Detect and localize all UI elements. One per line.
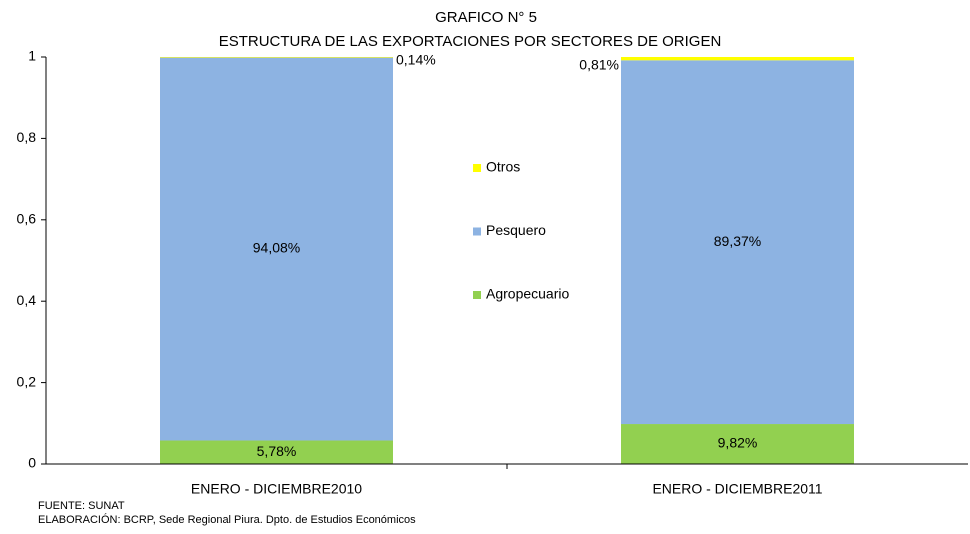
chart-title: GRAFICO N° 5: [435, 9, 537, 26]
y-tick-label: 0,8: [17, 129, 37, 145]
bar-segment: [160, 440, 393, 464]
data-label: 89,37%: [714, 233, 761, 249]
legend-label: Otros: [486, 159, 520, 175]
data-label: 0,14%: [396, 52, 436, 68]
y-tick-label: 0,6: [17, 211, 37, 227]
data-label: 5,78%: [257, 443, 297, 459]
bar-segment: [621, 57, 854, 61]
legend-label: Pesquero: [486, 222, 546, 238]
chart-subtitle: ESTRUCTURA DE LAS EXPORTACIONES POR SECT…: [219, 33, 722, 50]
y-tick-label: 0,4: [17, 292, 37, 308]
legend-swatch: [473, 291, 481, 299]
bar-segment: [160, 57, 393, 58]
bar-segment: [621, 60, 854, 425]
bar-segment: [160, 57, 393, 441]
x-tick-label: ENERO - DICIEMBRE2011: [652, 481, 822, 497]
y-tick-label: 0,2: [17, 373, 37, 389]
data-label: 94,08%: [253, 240, 300, 256]
legend-swatch: [473, 164, 481, 172]
legend-swatch: [473, 227, 481, 236]
y-tick-label: 0: [28, 455, 36, 471]
data-label: 9,82%: [718, 435, 758, 451]
bar-segment: [621, 424, 854, 464]
data-label: 0,81%: [579, 57, 619, 73]
footnote: FUENTE: SUNAT: [38, 500, 125, 512]
x-tick-label: ENERO - DICIEMBRE2010: [191, 481, 362, 497]
y-tick-label: 1: [28, 48, 36, 64]
legend-label: Agropecuario: [486, 286, 569, 302]
footnote: ELABORACIÓN: BCRP, Sede Regional Piura. …: [38, 513, 416, 526]
